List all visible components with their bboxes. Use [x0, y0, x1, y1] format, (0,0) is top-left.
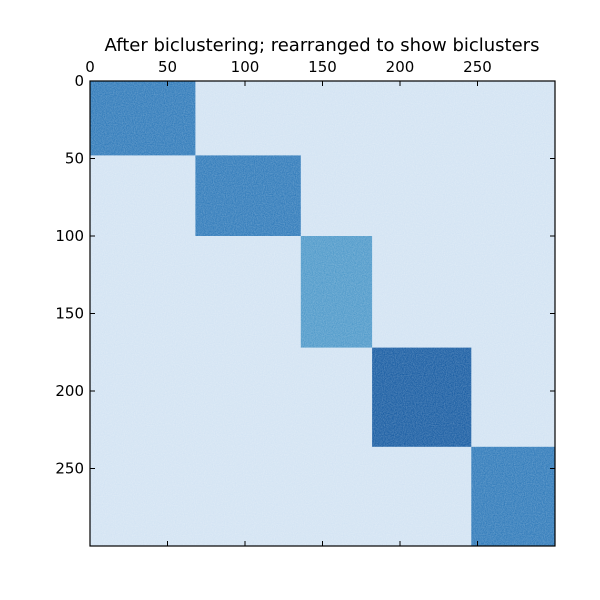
y-tick-label: 50: [65, 150, 84, 168]
x-tick-label: 150: [308, 58, 337, 76]
x-tick-label: 50: [158, 58, 177, 76]
x-axis-ticks: 0 50 100 150 200 250: [85, 58, 492, 546]
plot-area: [90, 81, 555, 546]
y-tick-label: 0: [74, 72, 84, 90]
y-axis-ticks: 0 50 100 150 200 250: [55, 72, 555, 478]
y-tick-label: 100: [55, 227, 84, 245]
x-tick-label: 250: [463, 58, 492, 76]
y-tick-label: 200: [55, 382, 84, 400]
y-tick-label: 250: [55, 460, 84, 478]
y-tick-label: 150: [55, 305, 84, 323]
x-tick-label: 100: [231, 58, 260, 76]
chart-title: After biclustering; rearranged to show b…: [105, 35, 540, 56]
x-tick-label: 200: [386, 58, 415, 76]
noise-texture: [90, 81, 555, 546]
x-tick-label: 0: [85, 58, 95, 76]
